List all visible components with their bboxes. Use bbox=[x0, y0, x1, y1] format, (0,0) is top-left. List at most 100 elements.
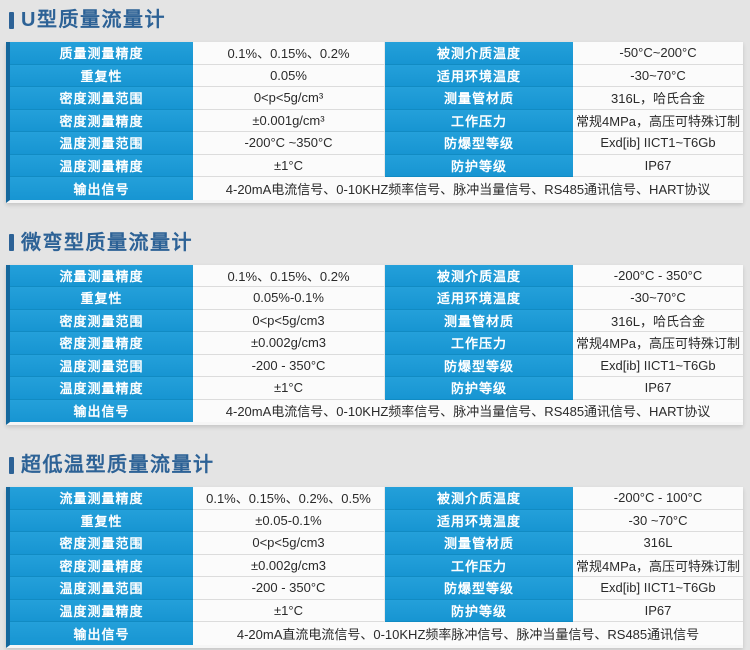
spec-value: -200 - 350°C bbox=[193, 354, 385, 377]
spec-value: ±1°C bbox=[193, 154, 385, 177]
spec-value: Exd[ib] IICT1~T6Gb bbox=[573, 132, 743, 155]
spec-label: 密度测量范围 bbox=[10, 87, 193, 110]
spec-label: 防爆型等级 bbox=[385, 132, 573, 155]
spec-label: 工作压力 bbox=[385, 332, 573, 355]
section-u-type: U型质量流量计 质量测量精度 0.1%、0.15%、0.2% 被测介质温度 -5… bbox=[0, 7, 750, 203]
table-row: 重复性 0.05% 适用环境温度 -30~70°C bbox=[10, 64, 743, 87]
table-row-output-signal: 输出信号 4-20mA电流信号、0-10KHZ频率信号、脉冲当量信号、RS485… bbox=[10, 399, 743, 422]
spec-label: 防护等级 bbox=[385, 377, 573, 400]
spec-value: -30~70°C bbox=[573, 64, 743, 87]
spec-table: 流量测量精度 0.1%、0.15%、0.2%、0.5% 被测介质温度 -200°… bbox=[6, 487, 743, 648]
spec-value: 316L bbox=[573, 532, 743, 555]
spec-value: 0<p<5g/cm³ bbox=[193, 87, 385, 110]
table-row: 重复性 0.05%-0.1% 适用环境温度 -30~70°C bbox=[10, 287, 743, 310]
spec-label: 被测介质温度 bbox=[385, 487, 573, 510]
spec-label: 防爆型等级 bbox=[385, 354, 573, 377]
spec-label: 输出信号 bbox=[10, 399, 193, 422]
table-row: 温度测量范围 -200°C ~350°C 防爆型等级 Exd[ib] IICT1… bbox=[10, 132, 743, 155]
spec-label: 密度测量精度 bbox=[10, 109, 193, 132]
spec-label: 温度测量范围 bbox=[10, 354, 193, 377]
spec-label: 输出信号 bbox=[10, 622, 193, 645]
table-row: 流量测量精度 0.1%、0.15%、0.2%、0.5% 被测介质温度 -200°… bbox=[10, 487, 743, 510]
spec-label: 密度测量范围 bbox=[10, 532, 193, 555]
spec-value: 316L，哈氏合金 bbox=[573, 87, 743, 110]
spec-value: ±0.001g/cm³ bbox=[193, 109, 385, 132]
spec-value: 0<p<5g/cm3 bbox=[193, 532, 385, 555]
spec-value: -50°C~200°C bbox=[573, 42, 743, 65]
spec-value: 0.1%、0.15%、0.2% bbox=[193, 264, 385, 287]
section-title-text: 微弯型质量流量计 bbox=[21, 231, 193, 254]
spec-label: 防护等级 bbox=[385, 599, 573, 622]
spec-value: 0.1%、0.15%、0.2% bbox=[193, 42, 385, 65]
table-row: 质量测量精度 0.1%、0.15%、0.2% 被测介质温度 -50°C~200°… bbox=[10, 42, 743, 65]
spec-label: 温度测量精度 bbox=[10, 377, 193, 400]
spec-value: -200°C - 350°C bbox=[573, 264, 743, 287]
table-row: 密度测量范围 0<p<5g/cm3 测量管材质 316L，哈氏合金 bbox=[10, 309, 743, 332]
section-title-text: 超低温型质量流量计 bbox=[21, 454, 215, 476]
spec-value: 4-20mA电流信号、0-10KHZ频率信号、脉冲当量信号、RS485通讯信号、… bbox=[193, 399, 743, 422]
spec-value: 4-20mA电流信号、0-10KHZ频率信号、脉冲当量信号、RS485通讯信号、… bbox=[193, 177, 743, 200]
spec-value: 常规4MPa，高压可特殊订制 bbox=[573, 109, 743, 132]
spec-label: 流量测量精度 bbox=[10, 264, 193, 287]
spec-value: -30 ~70°C bbox=[573, 509, 743, 532]
spec-label: 测量管材质 bbox=[385, 309, 573, 332]
spec-value: -200°C ~350°C bbox=[193, 132, 385, 155]
spec-label: 适用环境温度 bbox=[385, 64, 573, 87]
spec-label: 测量管材质 bbox=[385, 87, 573, 110]
spec-label: 重复性 bbox=[10, 287, 193, 310]
spec-label: 工作压力 bbox=[385, 554, 573, 577]
table-row: 温度测量范围 -200 - 350°C 防爆型等级 Exd[ib] IICT1~… bbox=[10, 577, 743, 600]
spec-label: 密度测量精度 bbox=[10, 332, 193, 355]
spec-label: 重复性 bbox=[10, 509, 193, 532]
section-title: 微弯型质量流量计 bbox=[9, 230, 750, 256]
spec-label: 温度测量范围 bbox=[10, 577, 193, 600]
spec-value: 常规4MPa，高压可特殊订制 bbox=[573, 554, 743, 577]
table-row: 温度测量精度 ±1°C 防护等级 IP67 bbox=[10, 599, 743, 622]
spec-value: -200 - 350°C bbox=[193, 577, 385, 600]
title-marker-bar bbox=[9, 234, 14, 251]
spec-value: 0.1%、0.15%、0.2%、0.5% bbox=[193, 487, 385, 510]
spec-label: 防护等级 bbox=[385, 154, 573, 177]
title-marker-bar bbox=[9, 11, 14, 29]
spec-label: 适用环境温度 bbox=[385, 287, 573, 310]
spec-label: 被测介质温度 bbox=[385, 264, 573, 287]
spec-label: 重复性 bbox=[10, 64, 193, 87]
table-row-output-signal: 输出信号 4-20mA电流信号、0-10KHZ频率信号、脉冲当量信号、RS485… bbox=[10, 177, 743, 200]
spec-value: IP67 bbox=[573, 377, 743, 400]
table-row: 温度测量精度 ±1°C 防护等级 IP67 bbox=[10, 377, 743, 400]
spec-value: ±0.002g/cm3 bbox=[193, 332, 385, 355]
table-row: 密度测量精度 ±0.002g/cm3 工作压力 常规4MPa，高压可特殊订制 bbox=[10, 332, 743, 355]
spec-label: 密度测量精度 bbox=[10, 554, 193, 577]
spec-label: 测量管材质 bbox=[385, 532, 573, 555]
section-title: 超低温型质量流量计 bbox=[9, 452, 750, 478]
section-title: U型质量流量计 bbox=[9, 7, 750, 33]
spec-value: 4-20mA直流电流信号、0-10KHZ频率脉冲信号、脉冲当量信号、RS485通… bbox=[193, 622, 743, 645]
spec-label: 流量测量精度 bbox=[10, 487, 193, 510]
spec-label: 温度测量范围 bbox=[10, 132, 193, 155]
title-marker-bar bbox=[9, 456, 14, 474]
spec-value: 0.05%-0.1% bbox=[193, 287, 385, 310]
table-row: 温度测量精度 ±1°C 防护等级 IP67 bbox=[10, 154, 743, 177]
spec-label: 密度测量范围 bbox=[10, 309, 193, 332]
spec-label: 适用环境温度 bbox=[385, 509, 573, 532]
spec-value: ±1°C bbox=[193, 377, 385, 400]
spec-value: Exd[ib] IICT1~T6Gb bbox=[573, 354, 743, 377]
spec-value: ±0.05-0.1% bbox=[193, 509, 385, 532]
spec-label: 温度测量精度 bbox=[10, 154, 193, 177]
spec-label: 防爆型等级 bbox=[385, 577, 573, 600]
spec-value: ±1°C bbox=[193, 599, 385, 622]
spec-value: -200°C - 100°C bbox=[573, 487, 743, 510]
spec-table: 流量测量精度 0.1%、0.15%、0.2% 被测介质温度 -200°C - 3… bbox=[6, 264, 743, 425]
spec-value: 0<p<5g/cm3 bbox=[193, 309, 385, 332]
spec-value: Exd[ib] IICT1~T6Gb bbox=[573, 577, 743, 600]
table-row: 密度测量精度 ±0.002g/cm3 工作压力 常规4MPa，高压可特殊订制 bbox=[10, 554, 743, 577]
spec-value: IP67 bbox=[573, 154, 743, 177]
table-row: 重复性 ±0.05-0.1% 适用环境温度 -30 ~70°C bbox=[10, 509, 743, 532]
table-row: 密度测量范围 0<p<5g/cm3 测量管材质 316L bbox=[10, 532, 743, 555]
spec-value: ±0.002g/cm3 bbox=[193, 554, 385, 577]
spec-label: 质量测量精度 bbox=[10, 42, 193, 65]
spec-label: 被测介质温度 bbox=[385, 42, 573, 65]
table-row-output-signal: 输出信号 4-20mA直流电流信号、0-10KHZ频率脉冲信号、脉冲当量信号、R… bbox=[10, 622, 743, 645]
spec-value: 0.05% bbox=[193, 64, 385, 87]
table-row: 温度测量范围 -200 - 350°C 防爆型等级 Exd[ib] IICT1~… bbox=[10, 354, 743, 377]
